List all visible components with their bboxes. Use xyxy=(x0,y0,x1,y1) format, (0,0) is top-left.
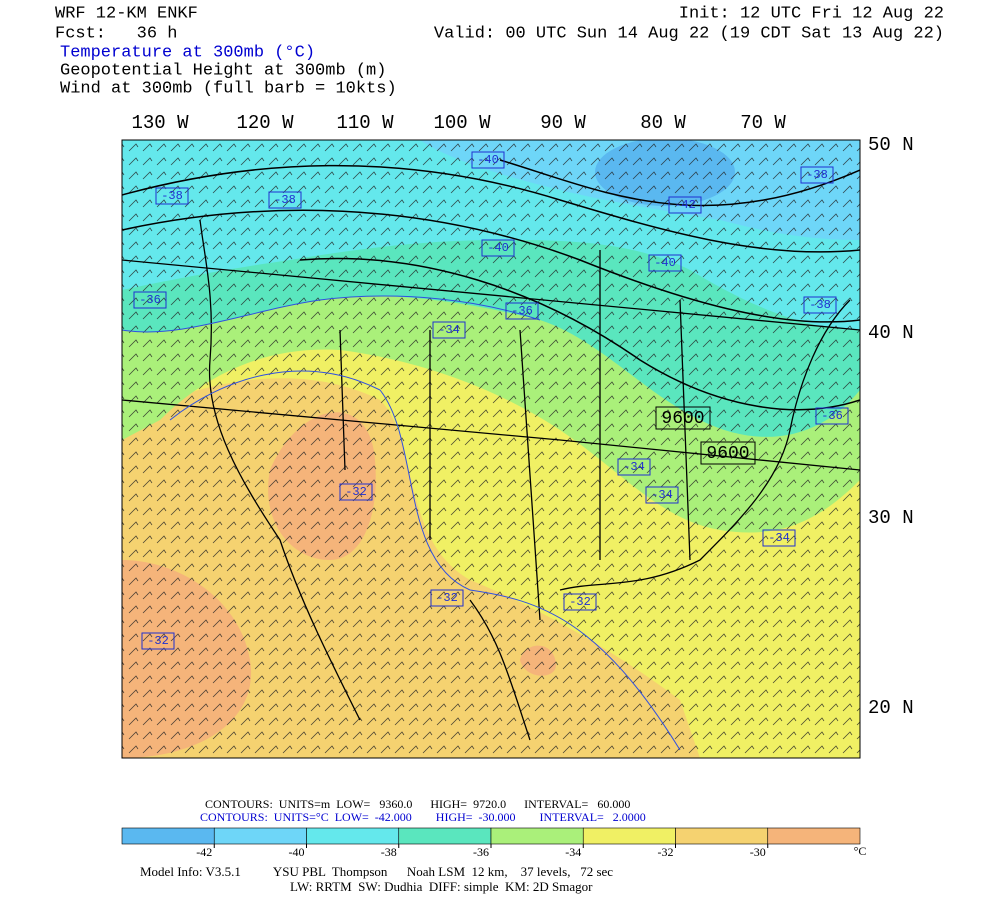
temperature-contour xyxy=(169,370,681,751)
latitude-label: 50 N xyxy=(868,134,914,156)
geographic-boundary xyxy=(339,250,691,621)
colorbar-tick-label: -40 xyxy=(289,845,305,859)
colorbar-segment xyxy=(213,827,307,845)
longitude-label: 80 W xyxy=(640,112,686,134)
temperature-label: -32 xyxy=(147,634,169,648)
temperature-label: -36 xyxy=(821,409,843,423)
colorbar-unit: °C xyxy=(854,844,867,858)
geographic-boundary xyxy=(122,399,860,471)
temperature-label: -32 xyxy=(345,485,367,499)
height-label-box xyxy=(700,441,756,465)
temperature-label: -38 xyxy=(161,189,183,203)
map-frame xyxy=(121,139,861,759)
height-contour xyxy=(499,159,860,207)
temperature-label: -36 xyxy=(139,293,161,307)
wind-barbs xyxy=(122,140,860,758)
colorbar-segment xyxy=(582,827,676,845)
latitude-label: 30 N xyxy=(868,507,914,529)
temperature-label: -34 xyxy=(438,323,460,337)
longitude-label: 120 W xyxy=(236,112,294,134)
temperature-label-box xyxy=(141,632,175,650)
colorbar-tick-label: -32 xyxy=(658,845,674,859)
geographic-boundary xyxy=(469,599,531,741)
height-contour xyxy=(122,164,860,253)
temperature-label-box xyxy=(617,458,651,476)
longitude-label: 100 W xyxy=(433,112,491,134)
model-info: Model Info: V3.5.1 YSU PBL Thompson Noah… xyxy=(140,864,613,879)
geographic-boundary xyxy=(122,259,860,331)
longitude-label: 90 W xyxy=(540,112,586,134)
field-temperature: Temperature at 300mb (°C) xyxy=(60,43,315,62)
map-area xyxy=(122,140,860,758)
latitude-label: 40 N xyxy=(868,322,914,344)
colorbar-tick-label: -34 xyxy=(565,845,581,859)
temperature-label: -38 xyxy=(806,168,828,182)
temperature-label-box xyxy=(432,321,466,339)
temperature-label-box xyxy=(268,191,302,209)
init-time: Init: 12 UTC Fri 12 Aug 22 xyxy=(679,4,944,23)
geographic-boundary xyxy=(199,219,361,721)
footer: CONTOURS: UNITS=m LOW= 9360.0 HIGH= 9720… xyxy=(121,797,867,894)
field-wind: Wind at 300mb (full barb = 10kts) xyxy=(60,79,397,98)
temperature-label-box xyxy=(800,166,834,184)
colorbar-tick-label: -42 xyxy=(196,845,212,859)
temperature-label: -32 xyxy=(436,591,458,605)
height-contour-info: CONTOURS: UNITS=m LOW= 9360.0 HIGH= 9720… xyxy=(205,797,630,811)
colorbar-segment xyxy=(398,827,492,845)
temperature-label-box xyxy=(668,196,702,214)
temperature-label: -40 xyxy=(477,153,499,167)
colorbar-segment xyxy=(306,827,400,845)
temperature-label: -42 xyxy=(674,198,696,212)
colorbar-tick-label: -38 xyxy=(381,845,397,859)
temperature-label-box xyxy=(133,291,167,309)
temperature-contour xyxy=(122,295,541,333)
temperature-label-box xyxy=(648,254,682,272)
temperature-label: -40 xyxy=(654,256,676,270)
temperature-label: -38 xyxy=(809,298,831,312)
temperature-label-box xyxy=(430,589,464,607)
colorbar-tick-label: -36 xyxy=(473,845,489,859)
temperature-label: -34 xyxy=(651,488,673,502)
temperature-label: -32 xyxy=(569,595,591,609)
physics-info: LW: RRTM SW: Dudhia DIFF: simple KM: 2D … xyxy=(290,879,593,894)
temperature-label-box xyxy=(803,296,837,314)
map-labels: 130 W 120 W 110 W 100 W 90 W 80 W 70 W 50 N 40 N… xyxy=(131,112,913,719)
height-contour xyxy=(122,209,860,323)
temperature-label-box xyxy=(762,529,796,547)
colorbar-segment xyxy=(675,827,769,845)
longitude-label: 110 W xyxy=(336,112,394,134)
model-name: WRF 12-KM ENKF xyxy=(55,4,198,23)
temperature-label: -34 xyxy=(768,531,790,545)
height-label-box xyxy=(655,406,711,430)
height-label: 9600 xyxy=(706,444,749,464)
forecast-hour: Fcst: 36 h xyxy=(55,24,177,43)
temperature-label-box xyxy=(471,151,505,169)
temperature-contour-info: CONTOURS: UNITS=°C LOW= -42.000 HIGH= -3… xyxy=(200,810,646,824)
temperature-label-box xyxy=(155,187,189,205)
field-height: Geopotential Height at 300mb (m) xyxy=(60,61,386,80)
temperature-label-box xyxy=(505,302,539,320)
colorbar-tick-label: -30 xyxy=(750,845,766,859)
latitude-label: 20 N xyxy=(868,697,914,719)
temperature-label: -34 xyxy=(623,460,645,474)
temperature-label: -38 xyxy=(274,193,296,207)
temperature-label: -36 xyxy=(511,304,533,318)
colorbar-segment xyxy=(121,827,215,845)
valid-time: Valid: 00 UTC Sun 14 Aug 22 (19 CDT Sat … xyxy=(434,24,944,43)
height-contour xyxy=(299,257,860,411)
geographic-boundary xyxy=(559,299,851,591)
temperature-label-box xyxy=(563,593,597,611)
temperature-label-box xyxy=(645,486,679,504)
temperature-label-box xyxy=(815,407,849,425)
longitude-label: 130 W xyxy=(131,112,189,134)
colorbar-segment xyxy=(490,827,584,845)
temperature-label-box xyxy=(339,483,373,501)
height-label: 9600 xyxy=(661,409,704,429)
temperature-label-box xyxy=(481,239,515,257)
temperature-label: -40 xyxy=(487,241,509,255)
longitude-label: 70 W xyxy=(740,112,786,134)
colorbar-segment xyxy=(767,827,861,845)
